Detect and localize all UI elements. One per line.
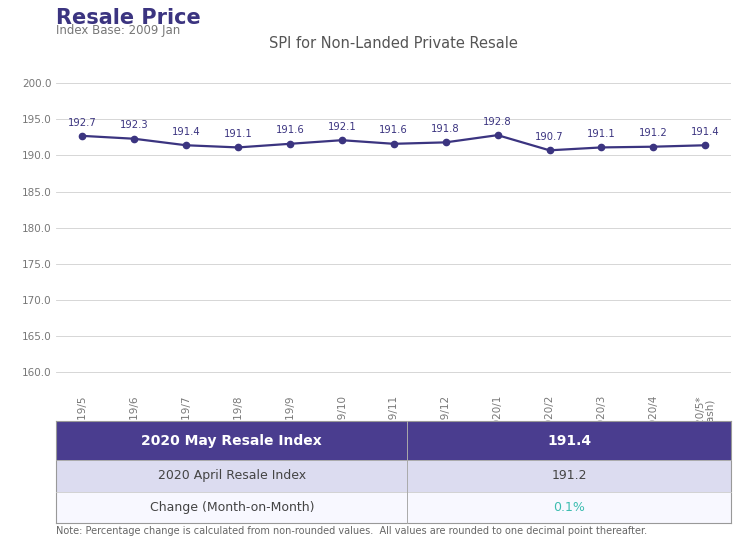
Text: 192.1: 192.1 <box>328 122 356 132</box>
Text: 191.6: 191.6 <box>275 126 304 136</box>
Text: 191.2: 191.2 <box>639 128 668 138</box>
Text: 191.2: 191.2 <box>551 469 587 482</box>
Text: 192.7: 192.7 <box>68 118 97 127</box>
Text: 191.6: 191.6 <box>380 126 408 136</box>
Text: Index Base: 2009 Jan: Index Base: 2009 Jan <box>56 24 181 37</box>
Text: 191.8: 191.8 <box>431 124 460 134</box>
Text: 192.3: 192.3 <box>120 120 148 131</box>
Text: 190.7: 190.7 <box>536 132 564 142</box>
Text: 0.1%: 0.1% <box>554 501 585 514</box>
Text: SPI for Non-Landed Private Resale: SPI for Non-Landed Private Resale <box>269 36 518 51</box>
Text: 191.1: 191.1 <box>224 129 252 139</box>
Text: 191.4: 191.4 <box>691 127 719 137</box>
Text: 192.8: 192.8 <box>483 117 512 127</box>
Text: 191.4: 191.4 <box>548 434 591 448</box>
Text: 191.1: 191.1 <box>587 129 616 139</box>
Text: 2020 May Resale Index: 2020 May Resale Index <box>141 434 322 448</box>
Text: Resale Price: Resale Price <box>56 8 201 28</box>
Text: 2020 April Resale Index: 2020 April Resale Index <box>158 469 306 482</box>
Text: Note: Percentage change is calculated from non-rounded values.  All values are r: Note: Percentage change is calculated fr… <box>56 526 647 535</box>
Text: Change (Month-on-Month): Change (Month-on-Month) <box>149 501 314 514</box>
Text: 191.4: 191.4 <box>172 127 200 137</box>
